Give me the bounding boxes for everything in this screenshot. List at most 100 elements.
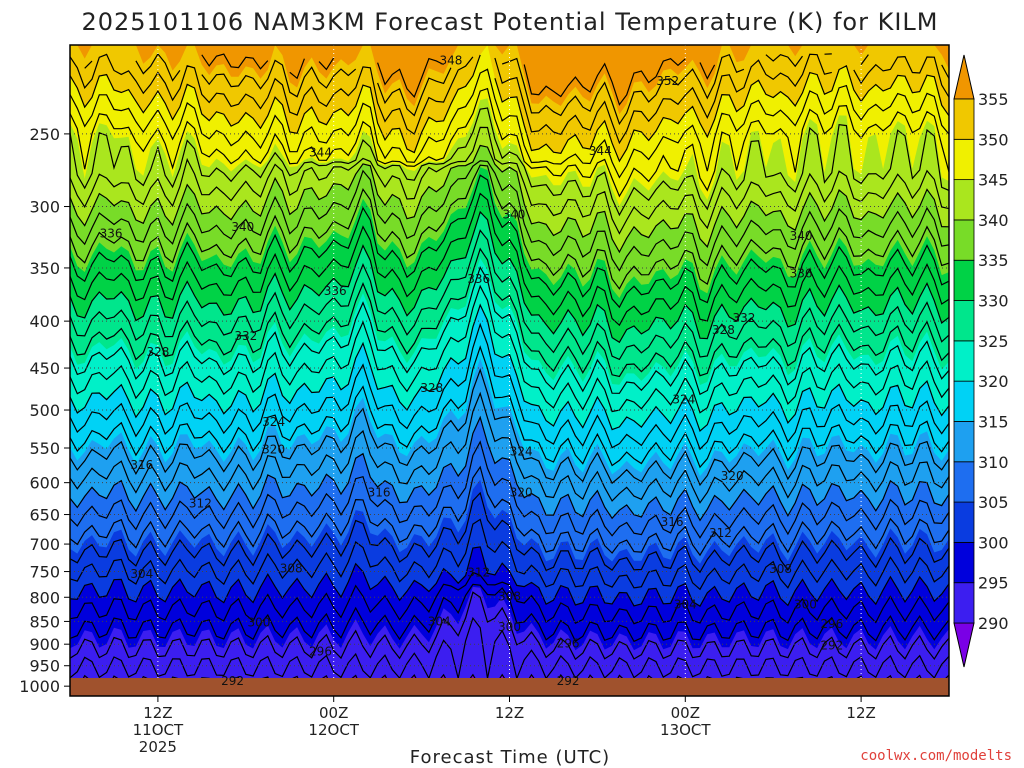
colorbar-bottom-arrow (953, 622, 975, 668)
contour-label-26: 312 (467, 566, 490, 580)
y-tick-label-350: 350 (29, 259, 60, 278)
y-tick-label-900: 900 (29, 635, 60, 654)
ground-terrain (70, 678, 949, 696)
y-tick-label-700: 700 (29, 535, 60, 554)
colorbar-label-295: 295 (978, 574, 1009, 593)
contour-label-17: 324 (510, 445, 533, 459)
contour-label-20: 320 (510, 485, 533, 499)
contour-label-15: 328 (420, 381, 443, 395)
colorbar-swatch-320 (953, 340, 975, 382)
contour-line-316 (70, 345, 949, 469)
x-tick-label-18-1: 12OCT (308, 721, 359, 739)
colorbar-swatch-345 (953, 138, 975, 181)
y-tick-label-950: 950 (29, 657, 60, 676)
contour-line-326 (70, 247, 949, 378)
contour-label-36: 300 (794, 598, 817, 612)
colorbar-swatch-305 (953, 461, 975, 503)
contour-label-42: 292 (820, 639, 843, 653)
contour-label-13: 328 (146, 345, 169, 359)
x-tick-label-18-0: 00Z (319, 704, 348, 722)
contour-label-18: 324 (672, 393, 695, 407)
x-tick-label-30-0: 12Z (495, 704, 524, 722)
colorbar-swatch-300 (953, 501, 975, 543)
x-tick-label-6-0: 12Z (143, 704, 172, 722)
contour-line-348 (70, 68, 949, 179)
x-tick-label-54-0: 12Z (846, 704, 875, 722)
contour-label-21: 320 (721, 469, 744, 483)
y-tick-label-650: 650 (29, 506, 60, 525)
contour-line-350 (70, 54, 949, 163)
contour-label-16: 324 (262, 415, 285, 429)
colorbar-swatch-310 (953, 421, 975, 463)
contour-line-338 (70, 160, 949, 272)
y-tick-label-450: 450 (29, 359, 60, 378)
y-tick-label-800: 800 (29, 588, 60, 607)
contour-label-12: 332 (732, 311, 755, 325)
contour-label-6: 340 (790, 229, 813, 243)
colorbar-swatch-335 (953, 219, 975, 261)
contour-label-22: 316 (130, 458, 153, 472)
contour-label-10: 336 (324, 284, 347, 298)
y-tick-label-250: 250 (29, 125, 60, 144)
contour-label-31: 304 (130, 567, 153, 581)
colorbar-top-arrow (953, 54, 975, 100)
y-tick-label-400: 400 (29, 312, 60, 331)
contour-line-296 (70, 583, 949, 643)
credit-link[interactable]: coolwx.com/modelts (860, 748, 1012, 764)
y-tick-label-500: 500 (29, 401, 60, 420)
contour-label-25: 312 (189, 496, 212, 510)
colorbar-swatch-350 (953, 98, 975, 140)
contour-label-9: 336 (790, 267, 813, 281)
x-axis-title: Forecast Time (UTC) (410, 747, 610, 768)
contour-label-2: 344 (309, 146, 332, 160)
colorbar-label-345: 345 (978, 171, 1009, 190)
contour-label-27: 312 (709, 526, 732, 540)
contour-line-314 (70, 368, 949, 487)
contour-label-32: 304 (428, 614, 451, 628)
colorbar-label-310: 310 (978, 453, 1009, 472)
colorbar: 290 295 300 305 310 315 320 325 330 335 340 345 350 3… (953, 54, 1009, 668)
x-tick-label-42-1: 13OCT (660, 721, 711, 739)
contour-label-39: 296 (820, 617, 843, 631)
contour-label-37: 296 (309, 645, 332, 659)
contour-label-35: 300 (498, 620, 521, 634)
contour-line-330 (70, 210, 949, 344)
contour-line-340 (70, 144, 949, 254)
colorbar-label-300: 300 (978, 533, 1009, 552)
colorbar-label-340: 340 (978, 211, 1009, 230)
contour-line-306 (70, 465, 949, 557)
contour-line-336 (70, 164, 949, 290)
contour-line-332 (70, 192, 949, 327)
y-tick-label-300: 300 (29, 198, 60, 217)
contour-label-23: 316 (368, 485, 391, 499)
contour-label-11: 332 (234, 329, 257, 343)
contour-label-19: 320 (262, 442, 285, 456)
contour-line-328 (70, 229, 949, 361)
contour-line-342 (70, 126, 949, 235)
colorbar-label-320: 320 (978, 372, 1009, 391)
y-tick-label-750: 750 (29, 563, 60, 582)
contour-label-8: 336 (467, 272, 490, 286)
colorbar-label-315: 315 (978, 412, 1009, 431)
y-tick-label-850: 850 (29, 612, 60, 631)
x-tick-label-42-0: 00Z (671, 704, 700, 722)
contour-label-28: 308 (280, 561, 303, 575)
y-axis: 250 300 350 400 450 500 550 600 650 700 750 800 850 9… (19, 125, 70, 696)
contour-label-29: 308 (498, 589, 521, 603)
contour-label-33: 304 (674, 598, 697, 612)
contour-line-302 (70, 518, 949, 591)
contour-line-294 (70, 591, 949, 661)
colorbar-label-305: 305 (978, 493, 1009, 512)
colorbar-swatch-330 (953, 259, 975, 301)
contour-label-5: 340 (502, 207, 525, 221)
contour-label-30: 308 (769, 562, 792, 576)
colorbar-swatch-295 (953, 541, 975, 584)
y-tick-label-600: 600 (29, 474, 60, 493)
colorbar-label-355: 355 (978, 90, 1009, 109)
colorbar-label-290: 290 (978, 614, 1009, 633)
contour-label-24: 316 (661, 515, 684, 529)
y-tick-label-1000: 1000 (19, 677, 60, 696)
contour-line-324 (70, 266, 949, 396)
